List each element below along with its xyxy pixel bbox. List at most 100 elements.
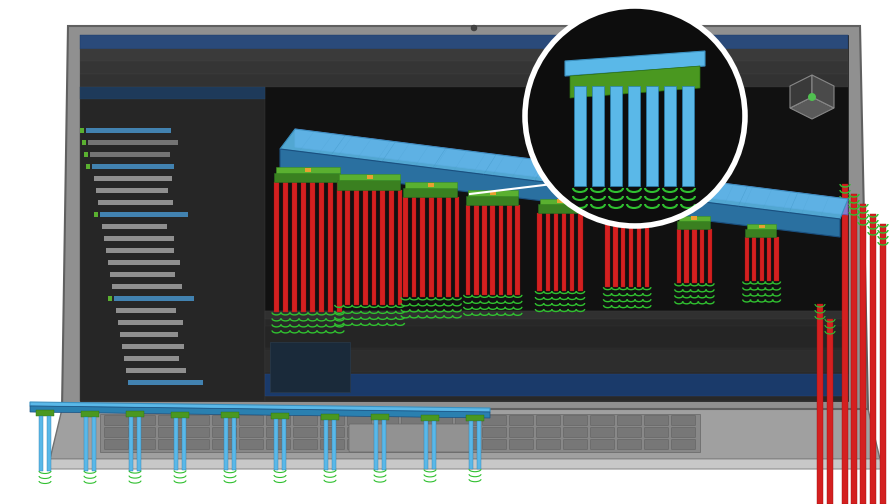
Bar: [80, 49, 848, 61]
Bar: [98, 200, 173, 205]
FancyBboxPatch shape: [590, 439, 615, 450]
Bar: [774, 237, 779, 281]
Bar: [282, 419, 286, 470]
Bar: [265, 350, 848, 372]
Bar: [128, 380, 203, 385]
Bar: [557, 200, 563, 203]
FancyBboxPatch shape: [375, 439, 399, 450]
Bar: [88, 140, 178, 145]
Bar: [354, 190, 359, 305]
FancyBboxPatch shape: [455, 427, 479, 437]
Bar: [446, 198, 451, 297]
FancyBboxPatch shape: [349, 424, 471, 452]
Bar: [437, 198, 442, 297]
FancyBboxPatch shape: [428, 415, 452, 425]
Bar: [126, 368, 186, 373]
Bar: [47, 416, 51, 471]
Bar: [606, 221, 610, 287]
Bar: [398, 190, 402, 305]
Bar: [337, 190, 341, 305]
FancyBboxPatch shape: [617, 427, 642, 437]
FancyBboxPatch shape: [537, 415, 561, 425]
Bar: [682, 86, 694, 186]
Bar: [92, 417, 96, 471]
Bar: [562, 213, 566, 291]
FancyBboxPatch shape: [294, 415, 317, 425]
Bar: [106, 248, 174, 253]
Bar: [80, 87, 265, 401]
Bar: [84, 152, 88, 157]
Polygon shape: [30, 406, 490, 418]
FancyBboxPatch shape: [644, 427, 668, 437]
FancyBboxPatch shape: [671, 415, 695, 425]
Bar: [389, 190, 393, 305]
FancyBboxPatch shape: [266, 427, 290, 437]
FancyBboxPatch shape: [239, 427, 263, 437]
FancyBboxPatch shape: [132, 427, 156, 437]
Bar: [499, 205, 504, 295]
FancyBboxPatch shape: [671, 427, 695, 437]
Bar: [274, 182, 279, 312]
Bar: [380, 190, 385, 305]
FancyBboxPatch shape: [132, 439, 156, 450]
FancyBboxPatch shape: [348, 427, 372, 437]
Bar: [420, 198, 425, 297]
Bar: [554, 213, 558, 291]
Bar: [84, 417, 88, 471]
FancyBboxPatch shape: [159, 439, 183, 450]
Bar: [745, 237, 749, 281]
Bar: [86, 164, 90, 169]
Bar: [310, 182, 315, 312]
Bar: [129, 417, 133, 471]
Bar: [372, 190, 376, 305]
FancyBboxPatch shape: [644, 439, 668, 450]
Bar: [421, 415, 439, 421]
FancyBboxPatch shape: [185, 427, 210, 437]
Bar: [482, 205, 487, 295]
Bar: [664, 86, 676, 186]
Bar: [817, 304, 823, 504]
Bar: [126, 411, 144, 417]
Bar: [692, 216, 697, 220]
FancyBboxPatch shape: [159, 415, 183, 425]
Bar: [340, 174, 401, 180]
Bar: [432, 421, 436, 469]
FancyBboxPatch shape: [617, 439, 642, 450]
FancyBboxPatch shape: [375, 427, 399, 437]
FancyBboxPatch shape: [348, 415, 372, 425]
Bar: [860, 204, 866, 504]
Bar: [171, 412, 189, 418]
Polygon shape: [570, 66, 700, 98]
Bar: [539, 199, 581, 204]
FancyBboxPatch shape: [455, 439, 479, 450]
FancyBboxPatch shape: [401, 439, 426, 450]
Polygon shape: [812, 75, 834, 108]
Bar: [880, 224, 886, 504]
Bar: [607, 207, 647, 212]
Bar: [80, 87, 265, 99]
Bar: [613, 221, 617, 287]
Bar: [122, 344, 184, 349]
Bar: [265, 326, 848, 348]
FancyBboxPatch shape: [428, 439, 452, 450]
Circle shape: [471, 25, 477, 31]
Bar: [104, 236, 174, 241]
Bar: [80, 128, 84, 133]
FancyBboxPatch shape: [132, 415, 156, 425]
Bar: [182, 418, 186, 470]
Bar: [224, 418, 228, 470]
FancyBboxPatch shape: [537, 427, 561, 437]
FancyBboxPatch shape: [401, 427, 426, 437]
Bar: [94, 212, 98, 217]
Bar: [36, 410, 54, 416]
Bar: [292, 182, 297, 312]
Bar: [265, 311, 848, 401]
Bar: [759, 225, 764, 228]
Polygon shape: [295, 129, 848, 215]
Bar: [332, 420, 336, 470]
Bar: [120, 332, 178, 337]
Bar: [39, 416, 43, 471]
Bar: [827, 319, 833, 504]
FancyBboxPatch shape: [483, 427, 506, 437]
FancyBboxPatch shape: [239, 439, 263, 450]
